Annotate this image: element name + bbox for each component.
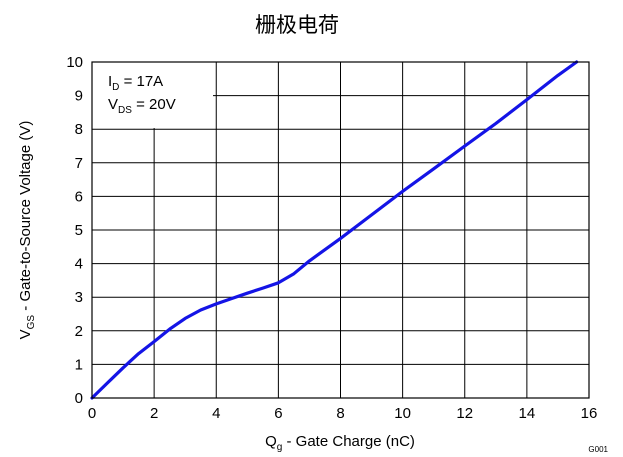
y-tick-label: 10 [66,54,83,71]
figure-code: G001 [588,445,608,454]
x-tick-label: 6 [274,405,282,422]
annotation-drain-source-voltage: VDS = 20V [108,96,176,116]
y-tick-label: 1 [75,356,83,373]
series-line-vgs [90,60,579,400]
x-tick-label: 8 [336,405,344,422]
plot-frame [91,61,590,399]
x-tick-label: 14 [519,405,536,422]
condition-box [92,62,213,128]
x-tick-label: 4 [212,405,220,422]
y-tick-label: 9 [75,88,83,105]
chart-title: 栅极电荷 [255,13,339,37]
y-tick-label: 2 [75,323,83,340]
grid-lines [91,61,590,399]
y-axis-label: VGS - Gate-to-Source Voltage (V) [17,121,37,340]
x-tick-label: 2 [150,405,158,422]
x-tick-label: 16 [581,405,598,422]
series-layer [90,60,579,400]
x-tick-label: 10 [394,405,411,422]
y-tick-label: 8 [75,121,83,138]
x-tick-labels: 0 2 4 6 8 10 12 14 16 [88,405,598,422]
x-tick-label: 12 [456,405,473,422]
annotation-drain-current: ID = 17A [108,73,163,93]
y-tick-label: 7 [75,155,83,172]
y-tick-labels: 0 1 2 3 4 5 6 7 8 9 10 [66,54,83,407]
y-tick-label: 3 [75,289,83,306]
x-axis-label: Qg - Gate Charge (nC) [265,433,415,453]
y-tick-label: 5 [75,222,83,239]
y-tick-label: 6 [75,188,83,205]
y-tick-label: 4 [75,256,83,273]
y-tick-label: 0 [75,390,83,407]
x-tick-label: 0 [88,405,96,422]
